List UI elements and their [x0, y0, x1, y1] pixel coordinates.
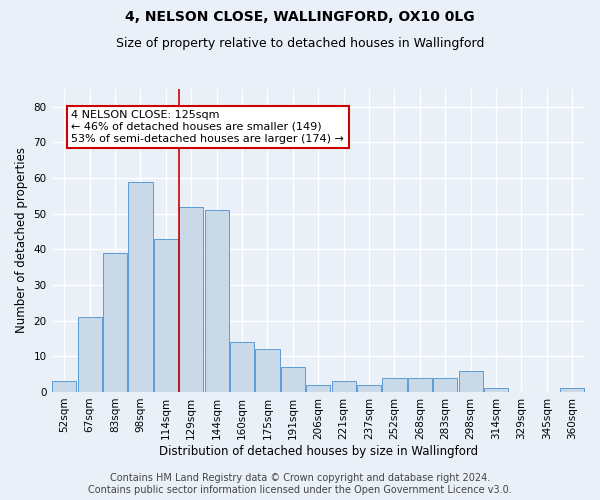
Bar [154, 238, 178, 392]
Bar [77, 317, 102, 392]
Bar [281, 367, 305, 392]
Bar [332, 382, 356, 392]
Bar [256, 349, 280, 392]
Bar [306, 385, 331, 392]
Bar [52, 382, 76, 392]
Bar [560, 388, 584, 392]
Bar [179, 206, 203, 392]
Bar [128, 182, 152, 392]
Text: 4, NELSON CLOSE, WALLINGFORD, OX10 0LG: 4, NELSON CLOSE, WALLINGFORD, OX10 0LG [125, 10, 475, 24]
Bar [382, 378, 407, 392]
Bar [433, 378, 457, 392]
Bar [205, 210, 229, 392]
Bar [484, 388, 508, 392]
Text: 4 NELSON CLOSE: 125sqm
← 46% of detached houses are smaller (149)
53% of semi-de: 4 NELSON CLOSE: 125sqm ← 46% of detached… [71, 110, 344, 144]
Bar [230, 342, 254, 392]
Bar [458, 370, 483, 392]
X-axis label: Distribution of detached houses by size in Wallingford: Distribution of detached houses by size … [159, 444, 478, 458]
Bar [103, 253, 127, 392]
Text: Contains HM Land Registry data © Crown copyright and database right 2024.
Contai: Contains HM Land Registry data © Crown c… [88, 474, 512, 495]
Text: Size of property relative to detached houses in Wallingford: Size of property relative to detached ho… [116, 38, 484, 51]
Bar [408, 378, 432, 392]
Y-axis label: Number of detached properties: Number of detached properties [15, 148, 28, 334]
Bar [357, 385, 381, 392]
